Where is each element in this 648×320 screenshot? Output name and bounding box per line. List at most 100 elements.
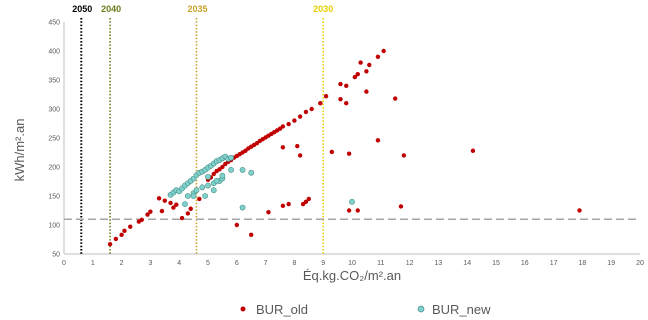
data-point xyxy=(174,202,179,207)
data-point xyxy=(309,106,314,112)
data-point xyxy=(185,211,191,216)
data-point xyxy=(303,109,309,115)
data-point xyxy=(352,74,358,80)
data-point xyxy=(306,196,311,202)
data-point xyxy=(398,204,404,209)
data-point xyxy=(228,166,234,173)
data-point xyxy=(470,148,476,153)
x-tick-label: 2 xyxy=(120,260,124,267)
reference-lines: 2050 2040 2035 2030 xyxy=(64,4,640,254)
data-point xyxy=(202,193,209,199)
data-point xyxy=(239,166,246,173)
data-point xyxy=(375,54,381,59)
data-point xyxy=(128,224,133,229)
data-point xyxy=(171,205,176,210)
data-point xyxy=(145,212,150,217)
reference-label-2030: 2030 xyxy=(313,4,333,14)
data-point xyxy=(303,199,309,204)
y-tick-label: 300 xyxy=(48,107,60,114)
data-point xyxy=(220,164,225,170)
y-axis-ticks: 50 100 150 200 250 300 350 400 450 xyxy=(48,20,60,259)
x-tick-label: 18 xyxy=(579,260,587,267)
data-point xyxy=(107,241,113,247)
reference-label-2035: 2035 xyxy=(187,4,207,14)
data-point xyxy=(234,222,239,228)
series-bur-new xyxy=(167,153,355,211)
x-tick-label: 17 xyxy=(550,260,558,267)
y-tick-label: 450 xyxy=(48,20,60,27)
legend-marker-bur-new xyxy=(417,305,425,313)
data-point xyxy=(349,198,355,205)
x-tick-label: 9 xyxy=(321,260,325,267)
data-point xyxy=(364,69,369,74)
data-point xyxy=(577,208,582,213)
x-tick-label: 16 xyxy=(521,260,529,267)
data-point xyxy=(346,151,352,156)
y-tick-label: 50 xyxy=(52,252,60,259)
data-point xyxy=(286,121,291,127)
data-point xyxy=(248,169,255,176)
x-tick-label: 14 xyxy=(463,260,471,267)
data-point xyxy=(280,145,286,150)
x-tick-label: 3 xyxy=(148,260,152,267)
data-point xyxy=(364,89,369,94)
data-point xyxy=(280,203,286,209)
data-point xyxy=(375,138,381,143)
data-point xyxy=(344,101,349,106)
y-tick-label: 150 xyxy=(48,194,60,201)
data-point xyxy=(205,173,211,180)
x-tick-label: 15 xyxy=(492,260,500,267)
x-tick-label: 4 xyxy=(177,260,181,267)
data-point xyxy=(286,201,291,207)
data-point xyxy=(119,232,124,238)
x-tick-label: 1 xyxy=(91,260,95,267)
legend-marker-bur-old xyxy=(240,306,246,312)
data-point xyxy=(219,172,226,179)
data-point xyxy=(381,48,386,54)
data-point xyxy=(148,209,153,214)
data-point xyxy=(179,215,185,221)
data-point xyxy=(188,206,193,211)
data-point xyxy=(199,184,206,191)
x-tick-label: 7 xyxy=(264,260,268,267)
data-point xyxy=(162,198,167,203)
data-point xyxy=(266,210,271,215)
x-tick-label: 6 xyxy=(235,260,239,267)
data-point xyxy=(239,204,246,211)
data-point xyxy=(190,193,197,199)
data-point xyxy=(358,60,363,65)
data-point xyxy=(280,124,286,129)
x-tick-label: 10 xyxy=(348,260,356,267)
reference-label-2050: 2050 xyxy=(72,4,92,14)
reference-label-2040: 2040 xyxy=(101,4,121,14)
y-tick-label: 100 xyxy=(48,223,60,230)
data-point xyxy=(401,153,407,158)
data-point xyxy=(346,208,352,213)
data-point xyxy=(318,101,323,106)
data-point xyxy=(156,196,162,201)
x-tick-label: 5 xyxy=(206,260,210,267)
data-point xyxy=(184,193,191,199)
plot-area xyxy=(63,22,640,255)
y-axis-label: kWh/m².an xyxy=(12,119,27,182)
data-point xyxy=(292,118,297,123)
y-tick-label: 350 xyxy=(48,78,60,85)
series-bur-old xyxy=(107,48,582,247)
y-tick-label: 250 xyxy=(48,136,60,143)
x-axis-label: Éq.kg.CO₂/m².an xyxy=(303,268,401,283)
data-point xyxy=(211,171,216,177)
data-point xyxy=(323,94,329,99)
data-point xyxy=(393,96,398,101)
y-tick-label: 400 xyxy=(48,49,60,56)
data-point xyxy=(113,236,119,242)
y-tick-label: 200 xyxy=(48,165,60,172)
x-axis-ticks: 0 1 2 3 4 5 6 7 8 9 10 11 12 13 14 15 16 17 18 19 20 xyxy=(62,260,644,267)
data-point xyxy=(193,187,200,194)
data-point xyxy=(297,114,303,119)
data-point xyxy=(159,208,165,214)
x-tick-label: 12 xyxy=(406,260,414,267)
data-point xyxy=(297,153,303,158)
data-point xyxy=(249,232,254,238)
data-point xyxy=(338,81,343,87)
